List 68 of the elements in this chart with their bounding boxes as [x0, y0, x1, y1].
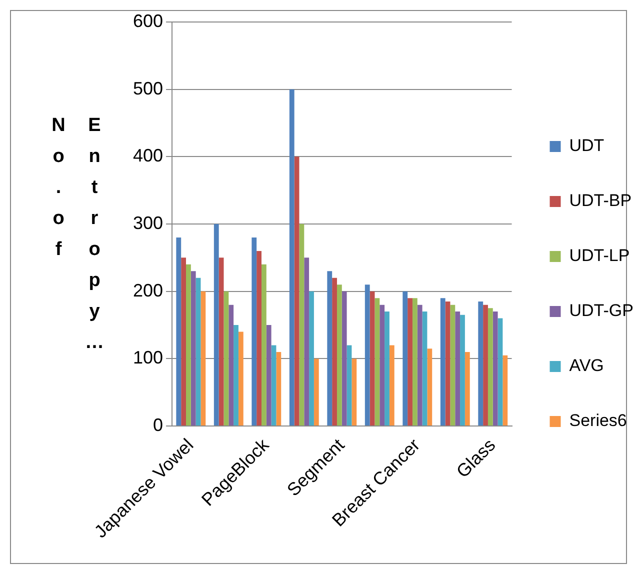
bar: [200, 291, 206, 426]
bar: [380, 304, 385, 426]
legend-label: AVG: [569, 356, 604, 376]
y-tick-label: 0: [153, 414, 164, 435]
bar: [327, 271, 332, 426]
bar: [455, 312, 460, 426]
bar: [271, 345, 276, 426]
bar: [370, 291, 375, 426]
bar: [186, 264, 191, 426]
bar: [294, 156, 300, 426]
bar: [478, 301, 484, 426]
bar: [450, 304, 456, 426]
bar: [352, 358, 357, 426]
bar: [196, 278, 201, 426]
legend-label: UDT-GP: [569, 301, 634, 320]
bar: [460, 314, 465, 426]
y-tick-label: 400: [132, 146, 164, 166]
bar: [417, 304, 422, 426]
bar: [502, 355, 508, 426]
bar: [314, 358, 319, 426]
bar: [304, 258, 310, 426]
bar: [389, 345, 394, 426]
bar: [483, 304, 488, 426]
bar: [309, 291, 314, 426]
bar: [238, 332, 244, 426]
y-tick-label: 500: [132, 78, 164, 98]
y-tick-label: 300: [132, 212, 164, 233]
bar: [228, 304, 234, 426]
bar: [422, 312, 428, 426]
bar: [374, 298, 380, 426]
bar: [218, 258, 224, 426]
legend-label: UDT-LP: [569, 246, 630, 266]
legend-label: UDT-BP: [569, 191, 632, 210]
bar: [276, 352, 282, 426]
bar: [266, 325, 272, 426]
bar: [261, 264, 266, 426]
bar: [498, 318, 503, 426]
bar: [299, 224, 304, 426]
y-tick-label: 100: [132, 348, 164, 368]
y-tick-label: 200: [132, 280, 164, 300]
bar: [252, 237, 257, 426]
bar: [440, 298, 446, 426]
y-axis-title: No.of Entropy…: [47, 115, 106, 365]
bar: [332, 278, 337, 426]
bar: [336, 284, 342, 426]
bar: [412, 298, 418, 426]
bar: [464, 352, 470, 426]
bar: [384, 312, 390, 426]
bar: [408, 298, 412, 426]
bar: [190, 271, 196, 426]
bar: [181, 258, 186, 426]
legend-label: Series6: [569, 411, 627, 430]
bar: [402, 291, 408, 426]
bar: [289, 89, 294, 426]
bar: [256, 250, 262, 426]
bar: [342, 291, 347, 426]
bar: [176, 237, 182, 426]
legend-label: UDT: [569, 136, 604, 156]
y-tick-label: 600: [132, 10, 164, 31]
bar: [427, 348, 432, 426]
bar: [488, 308, 493, 426]
bar: [364, 284, 370, 426]
bar: [224, 291, 229, 426]
bar: [492, 312, 498, 426]
bar: [445, 301, 450, 426]
bar: [214, 224, 219, 426]
bar: [234, 325, 238, 426]
bar: [346, 345, 352, 426]
